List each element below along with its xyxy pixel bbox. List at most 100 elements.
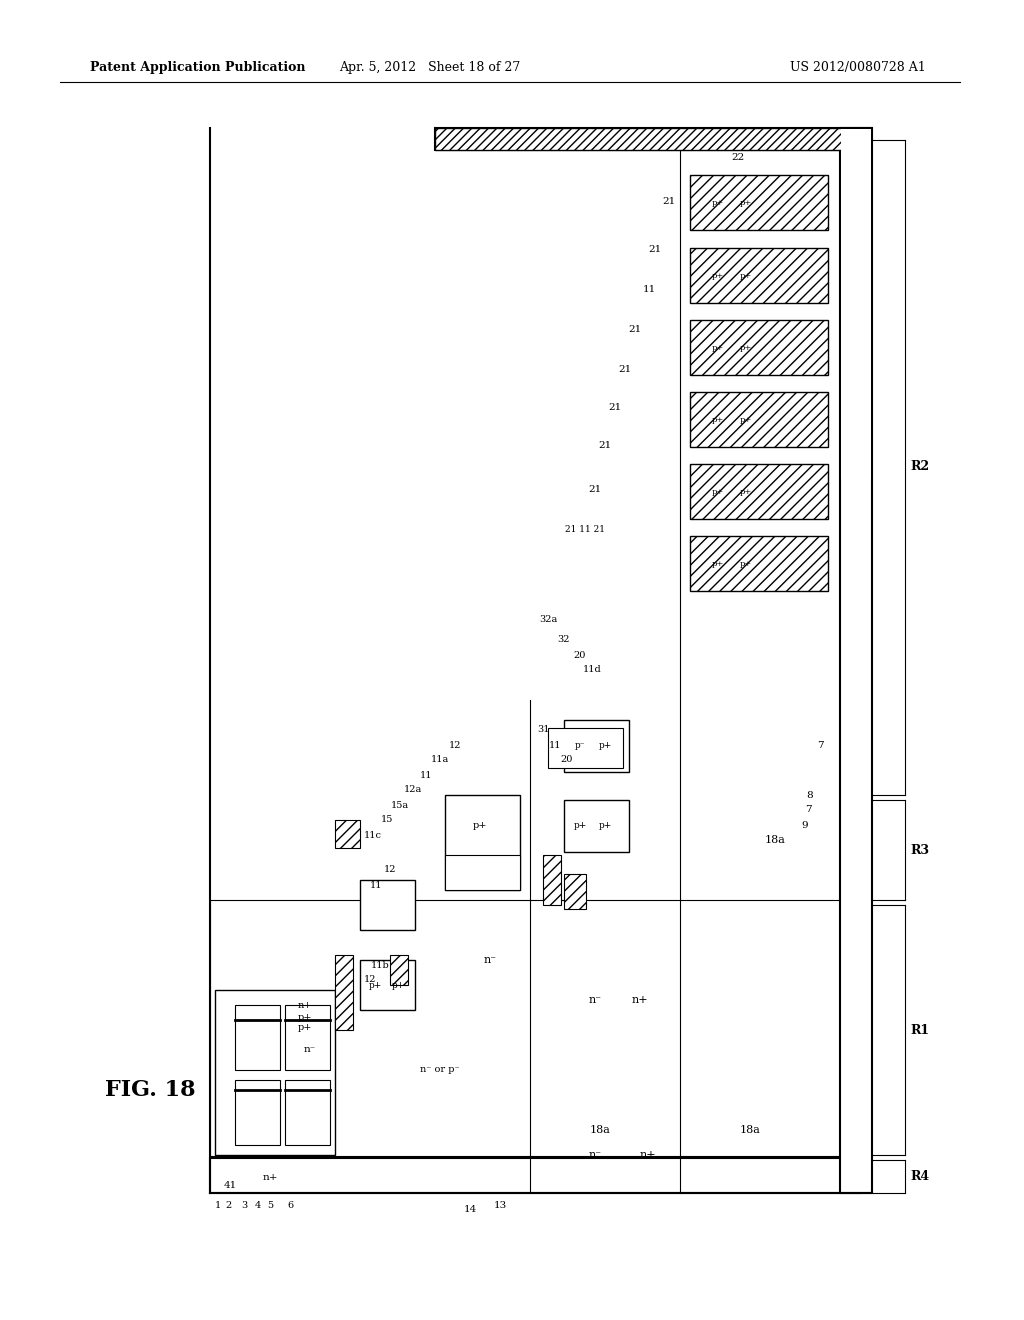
Text: p+: p+: [712, 199, 724, 207]
Text: p+: p+: [740, 345, 752, 352]
Text: 15: 15: [381, 816, 393, 825]
Text: p+: p+: [740, 272, 752, 280]
Text: 1: 1: [215, 1200, 221, 1209]
Bar: [692, 249, 826, 301]
Text: FIG. 18: FIG. 18: [105, 1078, 196, 1101]
Bar: [692, 177, 826, 228]
Bar: [215, 990, 335, 1155]
Text: p+: p+: [740, 560, 752, 568]
Bar: [335, 954, 353, 1030]
Text: 11: 11: [420, 771, 432, 780]
Text: 5: 5: [267, 1200, 273, 1209]
Bar: [435, 128, 870, 150]
Text: 18a: 18a: [739, 1125, 761, 1135]
Text: n⁻ or p⁻: n⁻ or p⁻: [420, 1065, 460, 1074]
Text: 21: 21: [589, 486, 602, 495]
Text: p+: p+: [712, 345, 724, 352]
Text: Apr. 5, 2012   Sheet 18 of 27: Apr. 5, 2012 Sheet 18 of 27: [339, 62, 520, 74]
Text: p+: p+: [473, 821, 487, 830]
Text: 3: 3: [241, 1200, 247, 1209]
Text: R1: R1: [910, 1023, 930, 1036]
Text: p+: p+: [391, 981, 404, 990]
Text: p⁻: p⁻: [574, 742, 586, 751]
Bar: [445, 795, 520, 890]
Text: 11a: 11a: [431, 755, 450, 764]
Text: p+: p+: [740, 199, 752, 207]
Bar: [445, 855, 520, 890]
Bar: [435, 128, 870, 150]
Text: 22: 22: [731, 153, 744, 162]
Text: 21: 21: [598, 441, 611, 450]
Bar: [564, 719, 629, 772]
Bar: [564, 800, 629, 851]
Bar: [543, 855, 561, 906]
Text: US 2012/0080728 A1: US 2012/0080728 A1: [790, 62, 926, 74]
Bar: [234, 1080, 280, 1144]
Bar: [234, 1005, 280, 1071]
Text: R2: R2: [910, 461, 930, 474]
Text: 12: 12: [449, 741, 461, 750]
Text: 7: 7: [817, 741, 823, 750]
Text: 31: 31: [537, 726, 549, 734]
Bar: [690, 536, 828, 591]
Text: 7: 7: [805, 805, 811, 814]
Bar: [692, 539, 826, 589]
Text: 12: 12: [384, 866, 396, 874]
Text: 12a: 12a: [403, 785, 422, 795]
Text: 21: 21: [608, 404, 622, 412]
Text: p+: p+: [298, 1023, 312, 1032]
Bar: [692, 322, 826, 374]
Text: 11d: 11d: [583, 665, 601, 675]
Text: n⁻: n⁻: [589, 995, 601, 1005]
Bar: [690, 392, 828, 447]
Text: 2: 2: [225, 1200, 231, 1209]
Text: p+: p+: [740, 488, 752, 496]
Text: p+: p+: [598, 742, 611, 751]
Text: 11: 11: [642, 285, 655, 294]
Text: 21: 21: [663, 198, 676, 206]
Text: n⁻: n⁻: [304, 1045, 316, 1055]
Bar: [390, 954, 408, 985]
Text: n⁻: n⁻: [589, 1150, 601, 1160]
Bar: [548, 729, 623, 768]
Text: p+: p+: [712, 488, 724, 496]
Text: p+: p+: [740, 416, 752, 424]
Text: 21: 21: [618, 366, 632, 375]
Bar: [690, 465, 828, 519]
Text: 32: 32: [558, 635, 570, 644]
Bar: [690, 319, 828, 375]
Text: p+: p+: [712, 416, 724, 424]
Text: 21: 21: [629, 326, 642, 334]
Bar: [564, 874, 586, 909]
Text: 21 11 21: 21 11 21: [565, 525, 605, 535]
Text: 11b: 11b: [371, 961, 389, 969]
Text: p+: p+: [712, 272, 724, 280]
Text: 15a: 15a: [391, 800, 409, 809]
Text: 6: 6: [287, 1200, 293, 1209]
Text: 11c: 11c: [364, 832, 382, 841]
Text: R4: R4: [910, 1170, 930, 1183]
Text: 20: 20: [573, 651, 586, 660]
Bar: [285, 1080, 330, 1144]
Text: p+: p+: [298, 1014, 312, 1023]
Text: 21: 21: [648, 246, 662, 255]
Bar: [692, 466, 826, 517]
Bar: [210, 900, 860, 1156]
Text: 18a: 18a: [765, 836, 785, 845]
Text: 9: 9: [802, 821, 808, 829]
Bar: [360, 960, 415, 1010]
Bar: [840, 128, 872, 1193]
Bar: [692, 393, 826, 445]
Text: 12: 12: [364, 975, 376, 985]
Text: 11: 11: [549, 741, 561, 750]
Text: n+: n+: [298, 1001, 312, 1010]
Bar: [335, 820, 360, 847]
Text: 11: 11: [370, 880, 382, 890]
Text: 4: 4: [255, 1200, 261, 1209]
Text: 8: 8: [807, 791, 813, 800]
Text: n+: n+: [262, 1172, 278, 1181]
Text: 13: 13: [494, 1200, 507, 1209]
Bar: [841, 129, 871, 479]
Text: n⁻: n⁻: [483, 954, 497, 965]
Text: 18a: 18a: [590, 1125, 610, 1135]
